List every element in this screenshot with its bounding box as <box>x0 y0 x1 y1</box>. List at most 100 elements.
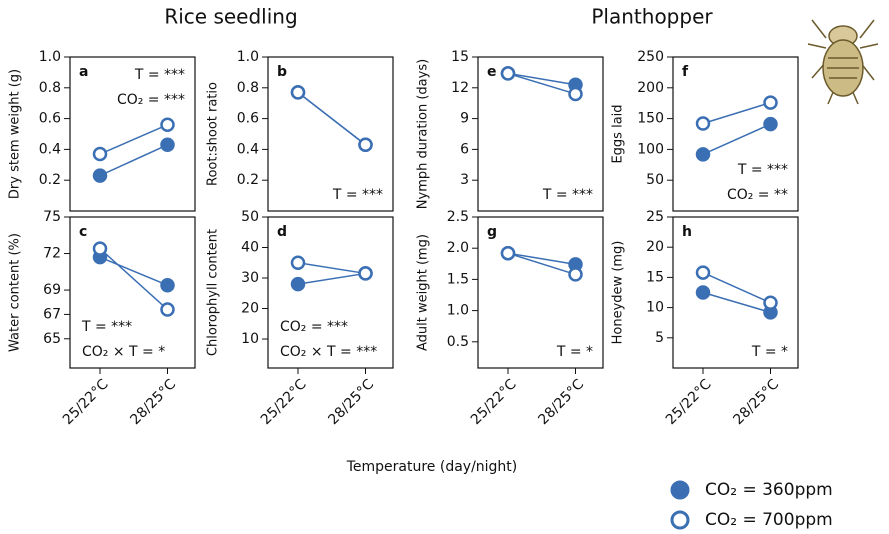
series-line <box>507 72 576 95</box>
y-tick-label: 10 <box>646 300 664 316</box>
y-tick-label: 10 <box>241 331 259 347</box>
data-point <box>160 137 175 153</box>
data-point <box>695 116 711 131</box>
data-point <box>160 302 175 317</box>
y-tick-label: 20 <box>241 301 259 317</box>
y-tick-label: 0.5 <box>447 334 469 350</box>
series-line <box>297 91 366 146</box>
y-tick-label: 30 <box>241 270 259 286</box>
data-point <box>763 95 778 110</box>
panel-letter: c <box>79 224 87 240</box>
y-tick-label: 0.8 <box>237 80 259 96</box>
annotation: T = *** <box>542 187 593 203</box>
data-point <box>500 245 516 261</box>
y-tick-label: 3 <box>460 172 469 188</box>
panel-frame <box>477 216 604 369</box>
y-tick-label: 12 <box>451 80 469 96</box>
annotation: T = *** <box>81 319 132 335</box>
y-axis-label: Nymph duration (days) <box>416 59 431 209</box>
panel-letter: d <box>277 224 287 240</box>
panel-frame <box>69 216 196 369</box>
annotation: CO₂ × T = *** <box>280 344 377 360</box>
data-point <box>358 266 373 281</box>
data-point <box>568 267 583 282</box>
data-point <box>160 117 175 133</box>
y-tick-label: 150 <box>637 111 664 127</box>
legend-label: CO₂ = 360ppm <box>705 480 833 500</box>
y-tick-label: 0.4 <box>39 141 61 157</box>
y-tick-label: 20 <box>646 239 664 255</box>
panel-letter: a <box>79 64 88 80</box>
annotation: T = * <box>751 344 788 360</box>
y-axis-label: Water content (%) <box>8 233 23 352</box>
panel-frame <box>477 56 604 212</box>
x-axis-label: Temperature (day/night) <box>346 459 518 475</box>
y-tick-label: 1.0 <box>447 303 469 319</box>
y-tick-label: 2.5 <box>447 209 469 225</box>
y-tick-label: 2.0 <box>447 240 469 256</box>
data-point <box>290 276 306 292</box>
series-line <box>507 252 576 266</box>
y-tick-label: 15 <box>646 269 664 285</box>
y-tick-label: 50 <box>241 209 259 225</box>
group-title: Rice seedling <box>164 5 297 29</box>
x-tick-label: 25/22°C <box>60 376 112 428</box>
annotation: T = * <box>556 344 593 360</box>
y-tick-label: 75 <box>43 209 61 225</box>
annotation: CO₂ = ** <box>727 187 788 203</box>
annotation: T = *** <box>332 187 383 203</box>
y-tick-label: 6 <box>460 141 469 157</box>
x-tick-label: 28/25°C <box>127 376 179 428</box>
legend-marker <box>670 510 690 530</box>
legend: CO₂ = 360ppm CO₂ = 700ppm <box>670 480 833 530</box>
series-line <box>99 248 169 311</box>
panel-frame <box>672 216 799 369</box>
x-tick-label: 28/25°C <box>730 376 782 428</box>
data-point <box>500 66 516 81</box>
panel-letter: e <box>487 64 497 80</box>
x-tick-label: 25/22°C <box>468 376 520 428</box>
series-line <box>297 262 366 275</box>
y-axis-label: Dry stem weight (g) <box>8 69 23 199</box>
group-title: Planthopper <box>591 5 713 29</box>
annotation: CO₂ = *** <box>117 92 185 108</box>
panel-frame <box>69 56 196 212</box>
series-line <box>507 252 576 276</box>
data-point <box>763 116 778 132</box>
y-tick-label: 15 <box>451 49 469 65</box>
annotation: CO₂ = *** <box>280 319 348 335</box>
data-point <box>290 255 306 271</box>
series-line <box>507 72 576 86</box>
y-axis-label: Honeydew (mg) <box>611 241 626 345</box>
y-tick-label: 25 <box>646 209 664 225</box>
y-tick-label: 0.8 <box>39 80 61 96</box>
y-tick-label: 9 <box>460 111 469 127</box>
panel-letter: f <box>682 64 689 80</box>
y-tick-label: 0.2 <box>237 172 259 188</box>
y-tick-label: 1.0 <box>39 49 61 65</box>
y-axis-label: Adult weight (mg) <box>416 234 431 351</box>
panel-letter: h <box>682 224 692 240</box>
x-tick-label: 28/25°C <box>535 376 587 428</box>
y-tick-label: 72 <box>43 246 61 262</box>
legend-marker <box>670 480 690 500</box>
y-tick-label: 65 <box>43 331 61 347</box>
y-tick-label: 67 <box>43 306 61 322</box>
series-line <box>297 272 366 285</box>
annotation: T = *** <box>134 67 185 83</box>
y-tick-label: 0.2 <box>39 172 61 188</box>
panel-letter: b <box>277 64 287 80</box>
panel-letter: g <box>487 224 497 240</box>
series-line <box>99 124 168 155</box>
data-point <box>92 168 108 183</box>
panel-frame <box>672 56 799 212</box>
data-point <box>358 137 373 153</box>
data-point <box>290 85 306 100</box>
data-point <box>92 146 108 162</box>
y-axis-label: Chlorophyll content <box>206 229 221 356</box>
annotation: CO₂ × T = * <box>82 344 165 360</box>
y-tick-label: 250 <box>637 49 664 65</box>
insect-icon <box>807 19 879 105</box>
x-tick-label: 25/22°C <box>663 376 715 428</box>
